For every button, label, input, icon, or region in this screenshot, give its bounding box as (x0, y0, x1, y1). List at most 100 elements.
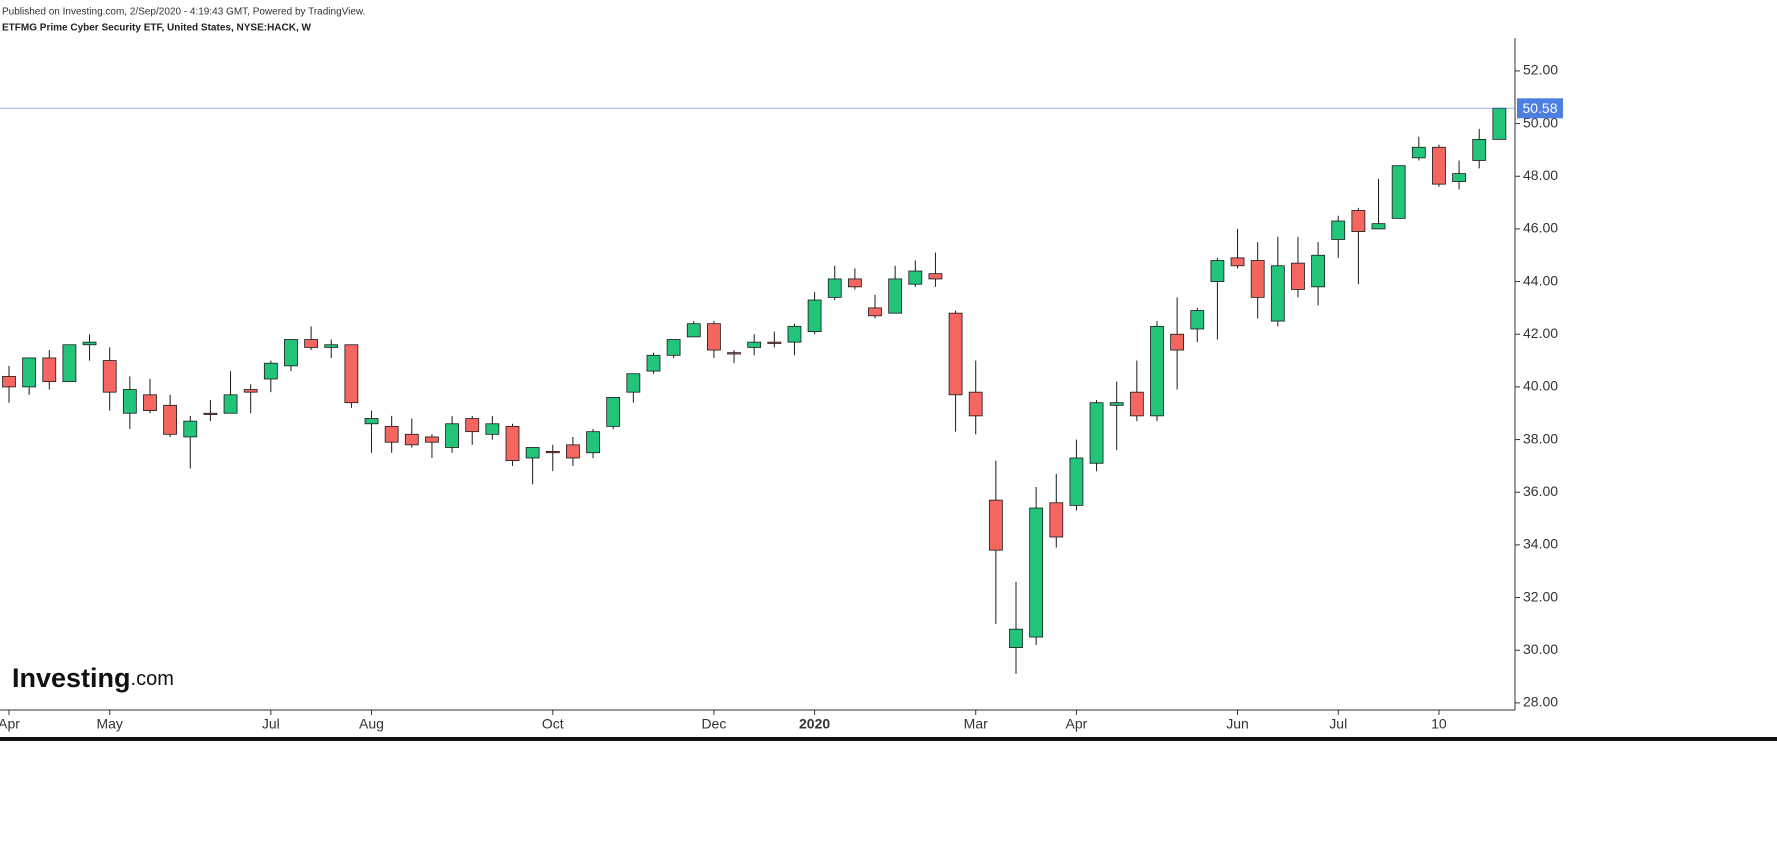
candle-body (1432, 146, 1446, 185)
x-tick-label: 10 (1431, 716, 1447, 732)
candle-body (1170, 333, 1185, 351)
candle-body (928, 273, 943, 280)
candle-body (1210, 260, 1225, 282)
candle-body (42, 357, 57, 383)
last-price-label: 50.58 (1522, 100, 1557, 116)
x-tick-label: Aug (359, 716, 384, 732)
candle-body (485, 423, 500, 435)
candle-body (646, 354, 661, 372)
candle-body (968, 391, 983, 417)
candle-body (727, 352, 741, 355)
bottom-bar (0, 737, 1777, 741)
candle-body (465, 418, 480, 433)
candle-body (525, 447, 540, 459)
y-tick-label: 46.00 (1523, 220, 1558, 236)
published-note: Published on Investing.com, 2/Sep/2020 -… (2, 7, 365, 18)
candle-body (163, 404, 178, 435)
candle-body (324, 344, 339, 348)
candle-body (1029, 507, 1044, 638)
x-tick-label: Apr (1066, 716, 1088, 732)
y-tick-label: 42.00 (1523, 325, 1558, 341)
candle-body (988, 499, 1003, 551)
x-tick-label: 2020 (799, 716, 830, 732)
candle-body (82, 341, 97, 346)
candle-body (626, 373, 641, 393)
candle-body (1331, 220, 1346, 240)
candle-body (1190, 310, 1205, 330)
x-tick-label: Jul (1329, 716, 1347, 732)
y-tick-label: 28.00 (1523, 694, 1558, 710)
candle-body (827, 278, 842, 298)
x-tick-label: Mar (964, 716, 988, 732)
y-tick-label: 30.00 (1523, 641, 1558, 657)
y-tick-label: 36.00 (1523, 483, 1558, 499)
candle-body (566, 444, 580, 459)
candle-body (1109, 402, 1124, 406)
candle-body (847, 278, 862, 288)
candle-body (1089, 402, 1104, 464)
x-tick-label: Apr (0, 716, 20, 732)
candle-body (747, 341, 762, 348)
y-tick-label: 52.00 (1523, 62, 1558, 78)
candle-body (445, 423, 459, 448)
y-tick-label: 32.00 (1523, 588, 1558, 604)
candle-body (404, 433, 419, 446)
candle-body (707, 323, 721, 351)
candle-body (545, 451, 560, 454)
candle-body (1291, 262, 1305, 290)
candle-body (948, 312, 963, 396)
candle-body (1351, 210, 1366, 232)
candle-body (122, 389, 137, 414)
candle-body (22, 357, 37, 388)
symbol-title: ETFMG Prime Cyber Security ETF, United S… (2, 23, 312, 34)
candle-body (384, 426, 399, 443)
candle-body (787, 325, 802, 343)
logo: Investing.com (12, 663, 174, 693)
y-tick-label: 34.00 (1523, 536, 1558, 552)
candle-body (1270, 265, 1285, 322)
candle-body (807, 299, 822, 333)
candle-body (183, 420, 198, 438)
y-tick-label: 48.00 (1523, 167, 1558, 183)
y-tick-label: 44.00 (1523, 272, 1558, 288)
candle-body (1049, 502, 1064, 538)
candle-body (1311, 254, 1325, 288)
candle-body (203, 412, 218, 415)
x-tick-label: May (96, 716, 122, 732)
candle-body (284, 339, 298, 367)
logo-suffix: .com (131, 668, 174, 690)
candle-body (1391, 165, 1406, 219)
candle-body (425, 436, 439, 443)
candle-body (102, 360, 117, 393)
candle-body (1411, 146, 1426, 159)
candle-body (263, 362, 278, 380)
candle-body (1452, 173, 1466, 182)
x-tick-label: Jun (1226, 716, 1249, 732)
candle-body (1230, 257, 1245, 267)
x-tick-label: Dec (701, 716, 726, 732)
candle-body (344, 344, 359, 404)
candle-body (1129, 391, 1144, 417)
candle-body (223, 394, 238, 414)
candle-body (304, 339, 319, 348)
candle-body (243, 389, 258, 393)
candle-body (1150, 325, 1164, 417)
candle-body (1069, 457, 1084, 506)
candle-body (888, 278, 903, 314)
candle-body (666, 339, 681, 356)
candle-body (505, 426, 520, 462)
candle-body (908, 270, 923, 285)
last-price-box (1517, 98, 1563, 119)
candle-body (868, 307, 882, 317)
candle-body (606, 397, 621, 427)
y-tick-label: 38.00 (1523, 430, 1558, 446)
candle-body (143, 394, 157, 412)
candle-body (586, 431, 600, 454)
candle-body (1371, 223, 1386, 230)
x-tick-label: Jul (262, 716, 280, 732)
x-tick-label: Oct (542, 716, 564, 732)
candle-body (364, 418, 379, 425)
candle-body (686, 323, 701, 338)
